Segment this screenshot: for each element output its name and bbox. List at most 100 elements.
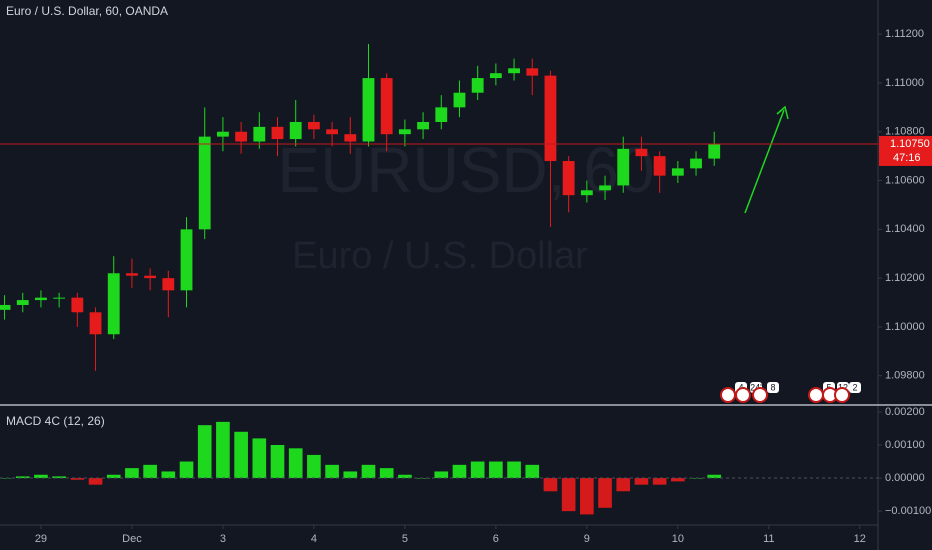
x-tick-label: 10	[672, 533, 684, 545]
x-tick-label: 6	[493, 533, 499, 545]
histogram-bar	[179, 461, 194, 479]
event-count: 2	[852, 382, 857, 392]
arrow-head	[776, 105, 789, 120]
histogram-bar	[161, 471, 176, 479]
histogram-bar	[489, 461, 503, 479]
candle-body	[53, 297, 66, 299]
candle-body	[71, 297, 84, 313]
candle-body	[89, 312, 102, 335]
histogram-bar	[561, 478, 576, 512]
x-tick-label: 4	[311, 533, 317, 545]
histogram-bar	[343, 471, 358, 479]
y-tick-label: 0.00000	[885, 472, 925, 484]
candle-body	[198, 136, 211, 230]
y-tick-label: 1.11000	[885, 77, 924, 89]
histogram-bar	[361, 464, 376, 479]
histogram-bar	[197, 425, 212, 479]
histogram-bar	[707, 474, 722, 479]
x-tick-label: 3	[220, 533, 226, 545]
candle-body	[253, 126, 266, 142]
candle-body	[635, 148, 648, 157]
candle-body	[0, 304, 11, 310]
candle-body	[617, 148, 630, 186]
chart-title: Euro / U.S. Dollar, 60, OANDA	[6, 4, 168, 18]
event-badge	[808, 387, 824, 403]
event-badge	[720, 387, 736, 403]
candle-body	[453, 92, 466, 108]
histogram-bar	[652, 478, 667, 485]
y-tick-label: 0.00100	[885, 439, 925, 451]
event-count: 24'	[750, 382, 762, 392]
candle-body	[126, 273, 138, 276]
histogram-bar	[379, 468, 394, 479]
event-badge	[834, 387, 850, 403]
countdown: 47:16	[893, 152, 921, 164]
histogram-bar	[416, 478, 430, 479]
histogram-bar	[15, 476, 30, 479]
watermark: EURUSD, 60	[278, 134, 655, 206]
candle-body	[307, 121, 320, 130]
indicator-title: MACD 4C (12, 26)	[6, 414, 105, 428]
y-tick-label: 0.00200	[885, 406, 925, 418]
y-tick-label: 1.10600	[885, 174, 925, 186]
candle-body	[362, 78, 375, 142]
candle-body	[435, 107, 448, 122]
candle-body	[508, 68, 520, 74]
histogram-bar	[580, 478, 594, 515]
arrow	[744, 109, 785, 214]
candle-body	[417, 121, 429, 130]
candle-body	[162, 278, 175, 291]
last-price-label: 1.10750	[890, 138, 930, 150]
histogram-bar	[525, 464, 540, 479]
event-count-box	[849, 382, 861, 393]
histogram-bar	[125, 468, 139, 479]
x-tick-label: 12	[854, 533, 866, 545]
candle-body	[653, 156, 666, 176]
histogram-bar	[398, 474, 412, 479]
last-price-box	[879, 135, 932, 166]
watermark: Euro / U.S. Dollar	[292, 235, 588, 277]
histogram-bar	[216, 421, 230, 479]
histogram-bar	[252, 438, 267, 479]
histogram-bar	[52, 476, 66, 479]
histogram-bar	[598, 478, 612, 508]
candle-body	[107, 273, 120, 335]
y-tick-label: 1.10000	[885, 321, 925, 333]
histogram-bar	[470, 461, 485, 479]
candle-body	[380, 78, 393, 135]
candle-body	[398, 129, 411, 135]
candle-body	[216, 131, 229, 137]
y-tick-label: 1.10200	[885, 272, 925, 284]
histogram-bar	[325, 464, 339, 479]
candle-body	[489, 73, 502, 79]
candle-body	[671, 168, 684, 176]
histogram-bar	[452, 464, 467, 479]
histogram-bar	[34, 474, 48, 479]
y-tick-label: 1.11200	[885, 28, 924, 40]
y-tick-label: −0.00100	[885, 505, 931, 517]
histogram-bar	[288, 448, 303, 479]
x-tick-label: 9	[584, 533, 590, 545]
event-badge	[752, 387, 768, 403]
x-tick-label: 11	[763, 533, 774, 545]
candle-body	[289, 121, 302, 140]
histogram-bar	[434, 471, 449, 479]
histogram-bar	[634, 478, 649, 485]
histogram-bar	[270, 445, 285, 479]
candle-body	[180, 229, 193, 291]
candle-body	[562, 161, 575, 196]
event-count-box	[767, 382, 779, 393]
histogram-bar	[70, 478, 85, 480]
histogram-bar	[143, 464, 157, 479]
event-count: 8	[770, 382, 775, 392]
candle-body	[271, 126, 284, 140]
candle-body	[35, 297, 47, 301]
histogram-bar	[543, 478, 558, 492]
candle-body	[526, 68, 539, 76]
y-tick-label: 1.10800	[885, 126, 925, 138]
x-tick-label: 29	[35, 533, 47, 545]
histogram-bar	[307, 454, 321, 479]
x-tick-label: Dec	[122, 533, 142, 545]
